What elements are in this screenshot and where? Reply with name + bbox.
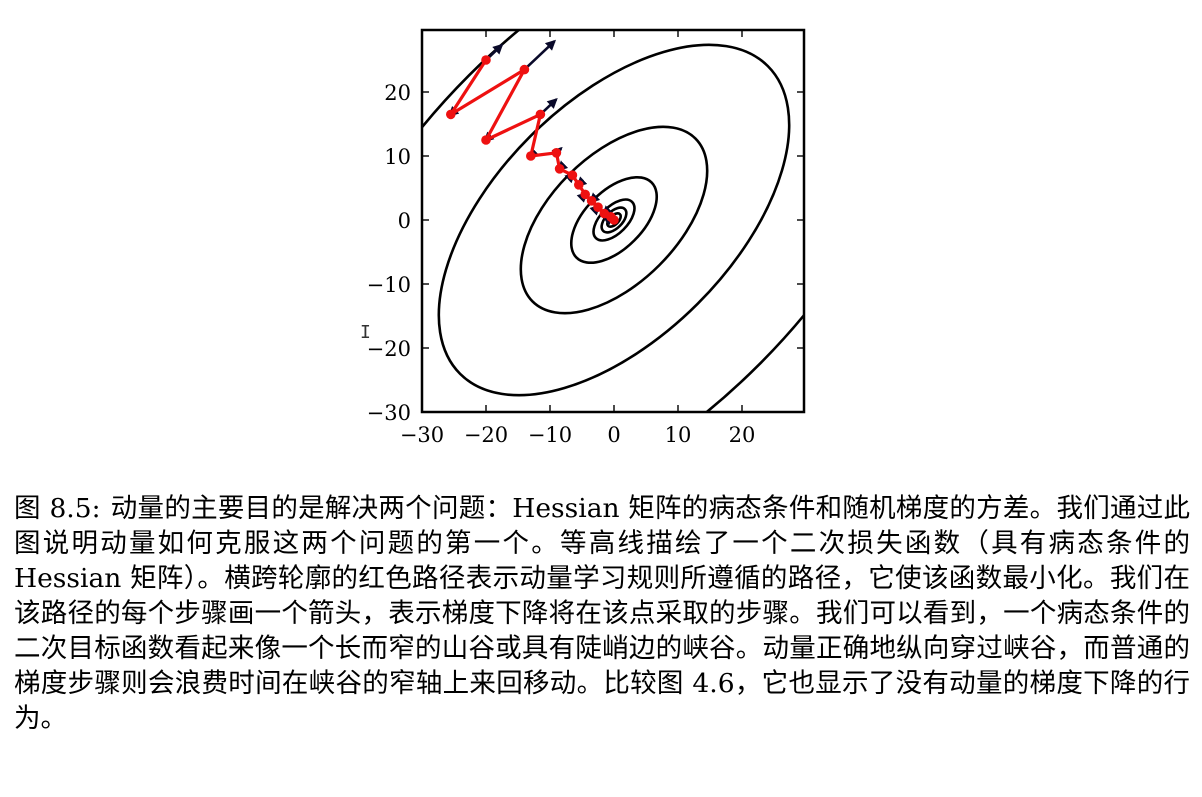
figure-caption: 图 8.5: 动量的主要目的是解决两个问题：Hessian 矩阵的病态条件和随机梯… <box>14 491 1190 736</box>
caption-text: 动量的主要目的是解决两个问题：Hessian 矩阵的病态条件和随机梯度的方差。我… <box>14 493 1190 734</box>
momentum-figure: −30 −20 −10 0 10 20 20 10 0 −10 −20 −30 <box>367 28 806 447</box>
plot-frame <box>420 28 806 414</box>
y-tick-label: −10 <box>367 273 411 297</box>
momentum-path-point <box>574 180 584 190</box>
y-tick-label: 20 <box>384 81 411 105</box>
x-tick-label: 20 <box>729 423 756 447</box>
momentum-path-point <box>554 164 565 174</box>
momentum-path-point <box>567 170 578 180</box>
momentum-path-point <box>580 189 590 200</box>
gradient-arrow <box>523 39 557 71</box>
text-cursor-icon: I <box>360 322 371 343</box>
caption-label: 图 8.5: <box>14 493 101 524</box>
momentum-path <box>446 55 619 225</box>
x-tick-label: −10 <box>528 423 572 447</box>
x-axis-ticks: −30 −20 −10 0 10 20 <box>400 30 756 447</box>
y-tick-label: −20 <box>367 337 411 361</box>
momentum-path-point <box>551 148 562 158</box>
contour-lines <box>422 30 804 412</box>
y-tick-label: 0 <box>398 209 411 233</box>
momentum-path-point <box>609 215 619 225</box>
momentum-path-point <box>586 196 597 206</box>
y-tick-label: −30 <box>367 401 411 425</box>
momentum-path-point <box>519 64 530 75</box>
y-axis-ticks: 20 10 0 −10 −20 −30 <box>367 81 804 425</box>
x-tick-label: 0 <box>607 423 620 447</box>
x-tick-label: −20 <box>464 423 508 447</box>
momentum-path-point <box>593 202 603 212</box>
momentum-path-point <box>446 109 456 120</box>
contour-line <box>422 30 804 412</box>
momentum-path-point <box>526 151 536 161</box>
x-tick-label: 10 <box>665 423 692 447</box>
y-tick-label: 10 <box>384 145 411 169</box>
momentum-path-point <box>481 55 491 65</box>
contour-line <box>437 43 791 397</box>
momentum-path-point <box>481 135 491 145</box>
x-tick-label: −30 <box>400 423 444 447</box>
momentum-path-point <box>535 109 546 120</box>
